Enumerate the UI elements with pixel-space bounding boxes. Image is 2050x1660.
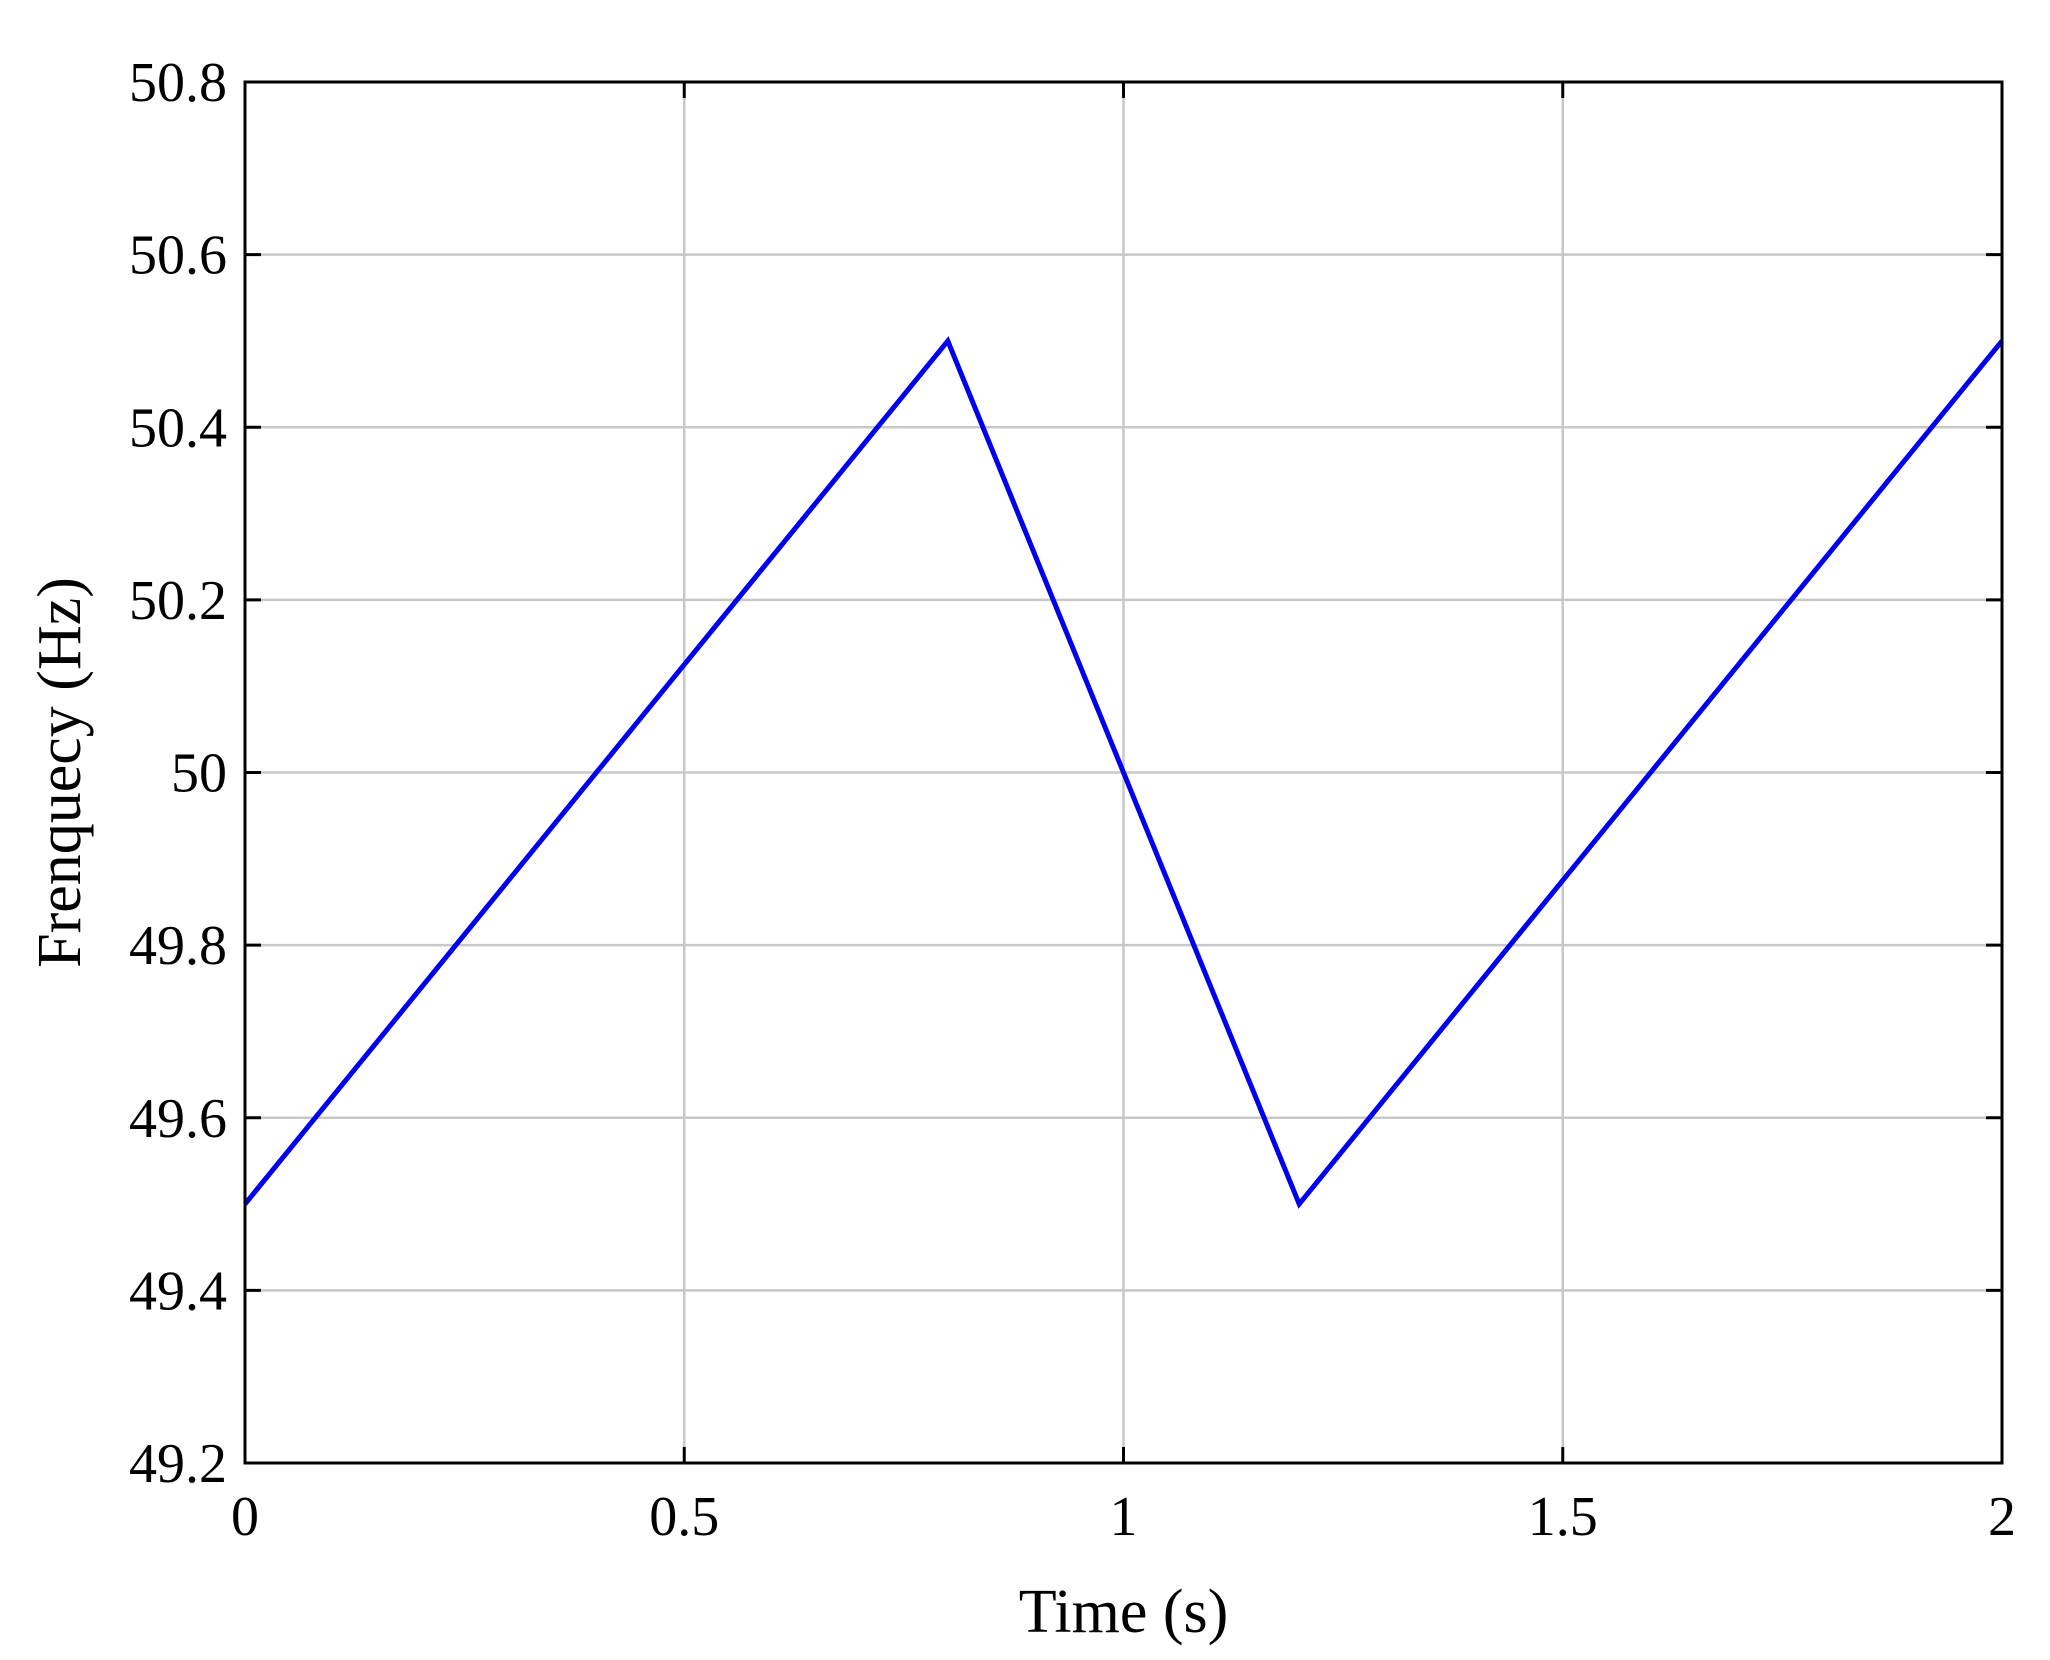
series-line xyxy=(243,336,2004,1209)
x-tick-labels: 0 0.5 1 1.5 2 xyxy=(231,1486,2016,1548)
x-tick-label: 2 xyxy=(1988,1486,2016,1548)
x-tick-label: 0.5 xyxy=(649,1486,719,1548)
y-tick-label: 49.6 xyxy=(129,1088,227,1150)
x-tick-label: 1 xyxy=(1110,1486,1138,1548)
tick-marks xyxy=(243,80,2004,1465)
y-tick-label: 50.6 xyxy=(129,225,227,287)
y-axis-label: Frenquecy (Hz) xyxy=(26,577,94,968)
y-tick-label: 50.4 xyxy=(129,397,227,459)
y-tick-label: 49.2 xyxy=(129,1433,227,1495)
y-tick-label: 49.4 xyxy=(129,1260,227,1322)
x-tick-label: 0 xyxy=(231,1486,259,1548)
grid-lines xyxy=(245,82,2002,1463)
y-tick-labels: 49.2 49.4 49.6 49.8 50 50.2 50.4 50.6 50.8 xyxy=(129,52,227,1495)
series-layer xyxy=(243,336,2004,1209)
y-tick-label: 50.2 xyxy=(129,570,227,632)
y-tick-label: 50.8 xyxy=(129,52,227,114)
x-tick-label: 1.5 xyxy=(1528,1486,1598,1548)
x-axis-label: Time (s) xyxy=(1019,1578,1229,1646)
y-tick-label: 50 xyxy=(171,743,227,805)
y-tick-label: 49.8 xyxy=(129,915,227,977)
